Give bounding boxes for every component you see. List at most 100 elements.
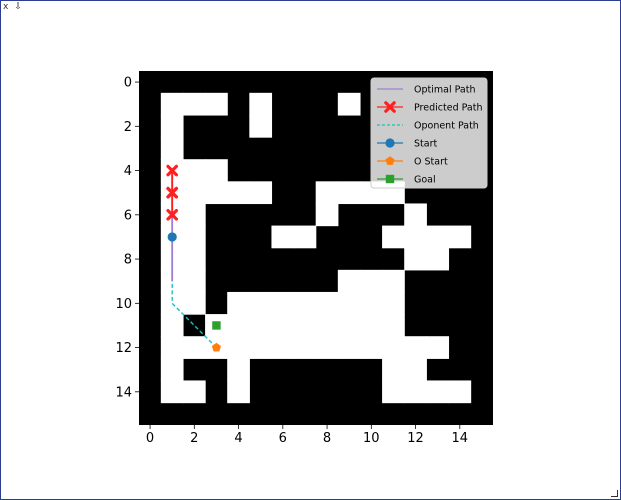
maze-cell-free	[205, 92, 228, 116]
pin-icon[interactable]: ⇩	[14, 2, 22, 12]
maze-cell-free	[249, 336, 273, 359]
legend-predicted-path-label: Predicted Path	[414, 103, 483, 114]
x-tick-label: 6	[279, 431, 287, 446]
maze-cell-free	[227, 380, 250, 404]
y-tick-label: 10	[115, 297, 132, 312]
maze-cell-free	[227, 181, 250, 205]
legend-o-start-label: O Start	[414, 157, 448, 168]
maze-cell-free	[382, 291, 405, 315]
maze-cell-free	[160, 358, 184, 382]
legend-start-label: Start	[414, 139, 437, 150]
maze-cell-free	[160, 314, 184, 337]
series-predicted-path-point-b	[166, 164, 178, 177]
x-tick-label: 8	[323, 431, 331, 446]
maze-cell-free	[249, 92, 273, 116]
maze-cell-free	[182, 181, 206, 205]
legend-goal-label: Goal	[414, 175, 436, 186]
maze-cell-free	[359, 269, 383, 293]
series-goal-point	[212, 321, 221, 330]
maze-cell-free	[182, 269, 206, 293]
maze-cell-free	[182, 380, 206, 404]
resize-grip-icon[interactable]	[611, 490, 618, 497]
maze-cell-free	[315, 203, 339, 227]
maze-cell-free	[382, 314, 405, 337]
maze-cell-free	[160, 380, 184, 404]
maze-cell-free	[293, 314, 317, 337]
close-icon[interactable]: x	[3, 2, 9, 12]
legend-optimal-path-label: Optimal Path	[414, 85, 475, 96]
maze-cell-free	[404, 225, 427, 249]
maze-cell-free	[227, 358, 250, 382]
maze-cell-free	[382, 225, 405, 249]
maze-cell-free	[293, 225, 317, 249]
maze-cell-free	[404, 336, 427, 359]
maze-cell-free	[382, 358, 405, 382]
maze-cell-free	[293, 291, 317, 315]
maze-cell-free	[249, 114, 273, 138]
y-tick-label: 0	[124, 76, 132, 91]
x-tick-label: 14	[452, 431, 469, 446]
path-series	[166, 164, 221, 352]
maze-cell-free	[271, 225, 295, 249]
maze-cell-free	[182, 247, 206, 271]
axes: 0 2 4 6 8 10 12 14 0 2 4 6 8 10 12 14	[115, 76, 468, 446]
y-tick-label: 6	[124, 208, 132, 223]
x-tick-label: 2	[190, 431, 198, 446]
legend-predicted-path-marker-b	[384, 101, 396, 113]
maze-cell-free	[182, 291, 206, 315]
y-tick-label: 14	[115, 385, 132, 400]
maze-cell-free	[182, 203, 206, 227]
maze-cell-free	[382, 269, 405, 293]
maze-cell-free	[337, 92, 361, 116]
maze-cell-free	[160, 137, 184, 160]
legend-start-marker	[385, 138, 395, 148]
maze-grid	[139, 71, 493, 425]
maze-cell-free	[359, 291, 383, 315]
maze-cell-free	[182, 92, 206, 116]
maze-cell-free	[182, 336, 206, 359]
maze-cell-free	[404, 203, 427, 227]
maze-cell-free	[359, 336, 383, 359]
maze-cell-free	[426, 225, 450, 249]
y-tick-label: 2	[124, 120, 132, 135]
maze-cell-free	[448, 380, 472, 404]
maze-cell-free	[160, 336, 184, 359]
x-tick-label: 10	[363, 431, 380, 446]
legend-o-start-marker	[385, 156, 395, 165]
maze-cell-free	[315, 181, 339, 205]
maze-cell-free	[337, 336, 361, 359]
maze-cell-free	[337, 314, 361, 337]
maze-cell-free	[359, 314, 383, 337]
maze-cell-free	[426, 380, 450, 404]
maze-cell-free	[160, 114, 184, 138]
maze-cell-free	[249, 314, 273, 337]
legend: Optimal Path Predicted Path Oponent Path St…	[370, 77, 488, 189]
maze-cell-free	[315, 336, 339, 359]
maze-cell-free	[271, 291, 295, 315]
y-tick-label: 12	[115, 341, 132, 356]
x-tick-label: 0	[146, 431, 154, 446]
legend-goal-marker	[385, 174, 395, 184]
maze-cell-free	[404, 380, 427, 404]
maze-cell-free	[404, 358, 427, 382]
maze-cell-free	[337, 181, 361, 205]
y-tick-label: 4	[124, 164, 132, 179]
x-tick-label: 4	[234, 431, 242, 446]
legend-oponent-path-label: Oponent Path	[414, 121, 479, 132]
maze-cell-free	[382, 336, 405, 359]
maze-cell-free	[227, 314, 250, 337]
maze-cell-free	[315, 291, 339, 315]
maze-cell-free	[448, 225, 472, 249]
maze-cell-free	[271, 314, 295, 337]
maze-cell-free	[426, 336, 450, 359]
maze-cell-free	[404, 247, 427, 271]
y-tick-label: 8	[124, 253, 132, 268]
series-predicted-path-point-b	[166, 209, 178, 221]
maze-cell-free	[227, 336, 250, 359]
maze-cell-free	[249, 291, 273, 315]
series-predicted-path-point-b	[166, 186, 178, 199]
maze-cell-free	[160, 291, 184, 315]
series-o-start-point	[211, 342, 221, 352]
maze-cell-free	[205, 159, 228, 182]
